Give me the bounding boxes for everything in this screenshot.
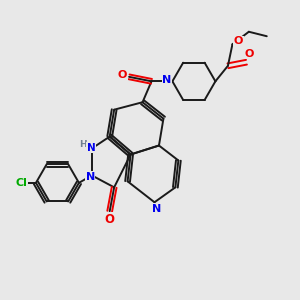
Text: H: H xyxy=(80,140,87,148)
Text: N: N xyxy=(152,204,161,214)
Text: O: O xyxy=(118,70,127,80)
Text: N: N xyxy=(162,75,172,85)
Text: N: N xyxy=(86,172,95,182)
Text: Cl: Cl xyxy=(16,178,28,188)
Text: N: N xyxy=(87,143,95,153)
Text: O: O xyxy=(104,213,114,226)
Text: O: O xyxy=(244,49,254,59)
Text: O: O xyxy=(234,36,243,46)
